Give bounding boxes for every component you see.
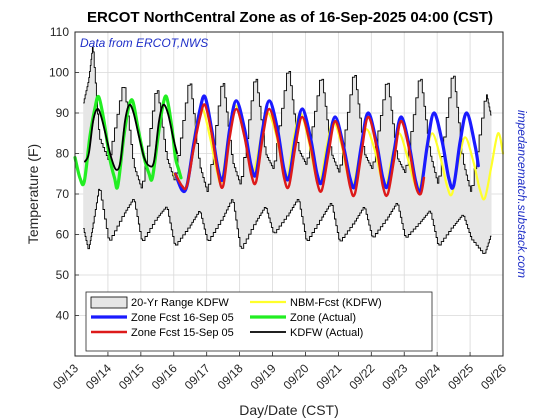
range-lower-edge	[83, 188, 492, 254]
x-tick-label: 09/15	[116, 361, 147, 392]
x-tick-label: 09/26	[478, 361, 509, 392]
x-tick-label: 09/24	[412, 361, 443, 392]
x-tick-label: 09/14	[83, 361, 114, 392]
legend-label-kdfw-actual: KDFW (Actual)	[290, 327, 363, 339]
x-tick-label: 09/19	[248, 361, 279, 392]
y-tick-label: 60	[56, 228, 70, 242]
y-tick-label: 40	[56, 309, 70, 323]
legend-label-range: 20-Yr Range KDFW	[131, 297, 229, 309]
series-kdfw-actual	[84, 103, 178, 171]
x-tick-label: 09/17	[182, 361, 213, 392]
x-tick-label: 09/16	[149, 361, 180, 392]
x-tick-label: 09/18	[215, 361, 246, 392]
y-tick-label: 80	[56, 147, 70, 161]
legend-label-zone-fcst-16: Zone Fcst 16-Sep 05	[131, 312, 234, 324]
legend-label-zone-actual: Zone (Actual)	[290, 312, 356, 324]
x-tick-label: 09/13	[50, 361, 81, 392]
series-zone-fcst-15	[174, 103, 426, 198]
series-zone-fcst-16	[173, 94, 480, 194]
legend: 20-Yr Range KDFW Zone Fcst 16-Sep 05 Zon…	[85, 291, 433, 352]
legend-label-nbm: NBM-Fcst (KDFW)	[290, 297, 382, 309]
chart-title: ERCOT NorthCentral Zone as of 16-Sep-202…	[87, 9, 493, 26]
x-tick-label: 09/20	[280, 361, 311, 392]
range-upper-edge	[83, 46, 492, 193]
y-tick-label: 100	[49, 66, 69, 80]
x-tick-label: 09/21	[313, 361, 344, 392]
y-tick-label: 90	[56, 106, 70, 120]
range-layer	[83, 46, 492, 254]
series-zone-actual	[73, 94, 183, 190]
series-layer	[73, 94, 505, 201]
x-tick-label: 09/22	[346, 361, 377, 392]
range-band	[83, 47, 492, 254]
y-tick-label: 50	[56, 268, 70, 282]
legend-swatch-range	[90, 296, 128, 309]
side-note: impedancematch.substack.com	[515, 110, 529, 278]
y-tick-label: 110	[50, 25, 69, 39]
x-axis-label: Day/Date (CST)	[239, 402, 339, 418]
legend-label-zone-fcst-15: Zone Fcst 15-Sep 05	[131, 327, 234, 339]
x-tick-label: 09/25	[445, 361, 476, 392]
x-tick-label: 09/23	[379, 361, 410, 392]
data-source-note: Data from ERCOT,NWS	[80, 36, 208, 50]
y-tick-label: 70	[56, 187, 70, 201]
y-axis-label: Temperature (F)	[25, 144, 41, 244]
y-ticks: 40 50 60 70 80 90 100 110	[49, 25, 79, 323]
x-ticks: 09/13 09/14 09/15 09/16 09/17 09/18 09/19 09/20…	[50, 352, 509, 392]
